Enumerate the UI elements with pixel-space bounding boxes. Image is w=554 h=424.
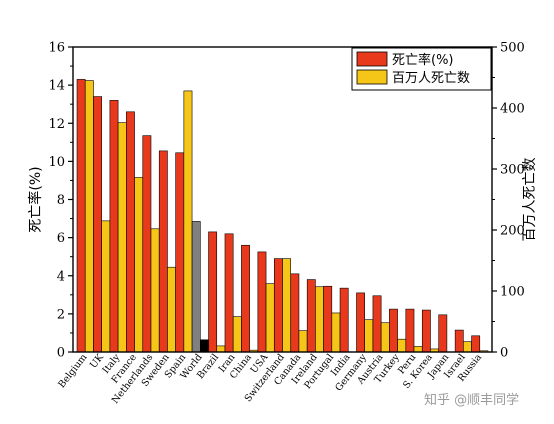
bar-mortality-israel	[454, 329, 464, 353]
bar-mortality-france	[126, 111, 135, 353]
y-tick-label: 4	[57, 269, 65, 284]
y-tick-label: 16	[48, 41, 65, 56]
y-tick-label: 10	[48, 155, 65, 170]
bar-mortality-germany	[356, 292, 365, 353]
legend: 死亡率(%) 百万人死亡数	[351, 47, 492, 91]
legend-label-deaths-per-million: 百万人死亡数	[392, 71, 470, 86]
bar-deaths-ireland	[315, 286, 324, 353]
y-tick-label: 12	[48, 117, 65, 132]
bar-mortality-switzerland	[273, 258, 283, 353]
bar-deaths-turkey	[397, 338, 407, 353]
y2-tick-label: 0	[500, 346, 508, 361]
bar-mortality-india	[339, 287, 349, 353]
bar-mortality-netherlands	[142, 135, 152, 353]
y2-tick-label: 400	[500, 102, 525, 117]
legend-swatch-mortality-rate	[356, 51, 388, 67]
legend-label-mortality-rate: 死亡率(%)	[392, 52, 454, 68]
bar-deaths-germany	[364, 319, 374, 353]
bar-mortality-japan	[438, 314, 448, 353]
bar-mortality-turkey	[389, 308, 398, 353]
y2-axis-label: 百万人死亡数	[522, 158, 538, 242]
y2-tick-label: 200	[500, 224, 525, 239]
bar-mortality-world	[191, 221, 201, 353]
bar-deaths-france	[134, 177, 144, 353]
y2-tick-label: 100	[500, 285, 525, 300]
y-tick-label: 8	[57, 193, 65, 208]
bar-deaths-belgium	[84, 80, 94, 353]
bar-mortality-spain	[175, 152, 185, 353]
bar-mortality-austria	[372, 295, 382, 353]
y-axis-label: 死亡率(%)	[27, 166, 44, 232]
bar-deaths-italy	[117, 122, 127, 353]
bar-deaths-sweden	[167, 266, 176, 353]
bar-mortality-china	[241, 244, 250, 353]
bar-mortality-sweden	[158, 150, 168, 353]
bar-mortality-canada	[290, 273, 300, 353]
bar-deaths-portugal	[331, 312, 341, 353]
bar-deaths-brazil	[216, 345, 226, 353]
bar-mortality-s-korea	[421, 309, 431, 353]
bar-mortality-usa	[257, 251, 267, 353]
y-tick-label: 6	[57, 231, 65, 246]
legend-swatch-deaths-per-million	[356, 69, 388, 85]
bar-mortality-peru	[405, 308, 415, 353]
bar-mortality-russia	[471, 335, 481, 353]
bar-mortality-iran	[224, 233, 234, 353]
bars-layer	[76, 79, 489, 353]
bar-deaths-israel	[463, 341, 472, 353]
bar-deaths-world	[200, 339, 209, 353]
y2-tick-label: 300	[500, 163, 525, 178]
watermark: 知乎 @顺丰同学	[424, 392, 519, 408]
bar-deaths-spain	[183, 90, 193, 353]
axis-ticks: 0 2 4 6 8 10 12 14 16 0 100 200 300 400 500	[48, 41, 524, 361]
bar-deaths-iran	[232, 316, 242, 353]
bar-deaths-canada	[298, 330, 308, 353]
bar-mortality-uk	[93, 96, 102, 353]
bar-deaths-usa	[265, 283, 275, 353]
bar-deaths-peru	[413, 346, 423, 353]
y-tick-label: 2	[57, 307, 65, 322]
bar-mortality-italy	[109, 100, 119, 353]
bar-deaths-austria	[380, 322, 390, 353]
bar-deaths-switzerland	[282, 258, 291, 353]
y-tick-label: 14	[48, 79, 65, 94]
bar-deaths-netherlands	[150, 228, 160, 353]
bar-deaths-uk	[101, 220, 111, 353]
bar-mortality-portugal	[323, 285, 333, 353]
bar-mortality-ireland	[306, 279, 316, 353]
bar-mortality-brazil	[208, 231, 218, 353]
category-labels: BelgiumUKItalyFranceNetherlandsSwedenSpa…	[56, 351, 484, 406]
y2-tick-label: 500	[500, 41, 525, 56]
y-tick-label: 0	[57, 346, 65, 361]
bar-mortality-belgium	[76, 79, 86, 353]
